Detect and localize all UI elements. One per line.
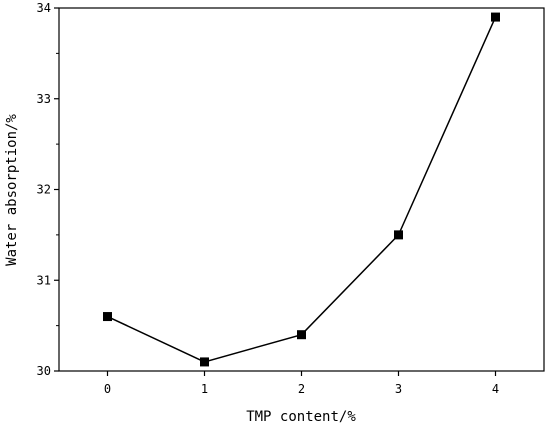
data-point bbox=[491, 12, 500, 22]
y-tick-label: 31 bbox=[37, 273, 51, 287]
x-tick-label: 4 bbox=[492, 382, 499, 396]
x-tick-label: 2 bbox=[298, 382, 305, 396]
data-point bbox=[394, 230, 403, 240]
x-tick-label: 1 bbox=[201, 382, 208, 396]
x-tick-label: 3 bbox=[395, 382, 402, 396]
y-tick-label: 32 bbox=[37, 183, 51, 197]
y-axis-ticks: 30 31 32 33 34 bbox=[37, 1, 59, 378]
y-axis-title: Water absorption/% bbox=[4, 114, 20, 266]
y-tick-label: 34 bbox=[37, 1, 51, 15]
data-point bbox=[297, 330, 306, 340]
data-point bbox=[103, 312, 112, 322]
x-axis-ticks: 0 1 2 3 4 bbox=[104, 371, 499, 396]
y-tick-label: 30 bbox=[37, 364, 51, 378]
x-axis-title: TMP content/% bbox=[246, 409, 356, 425]
data-markers bbox=[103, 12, 500, 367]
data-point bbox=[200, 357, 209, 367]
x-tick-label: 0 bbox=[104, 382, 111, 396]
plot-frame bbox=[58, 7, 545, 372]
y-tick-label: 33 bbox=[37, 92, 51, 106]
series-line bbox=[107, 16, 497, 363]
